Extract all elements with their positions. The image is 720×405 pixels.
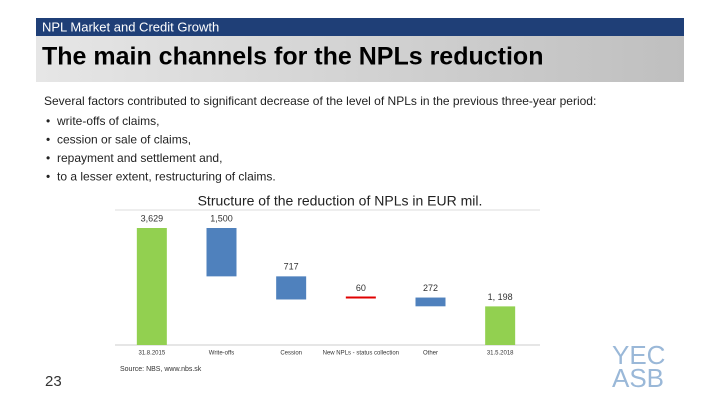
section-title: NPL Market and Credit Growth [42, 19, 219, 34]
page-number: 23 [45, 373, 62, 390]
bar [136, 228, 167, 345]
bar [415, 297, 446, 307]
x-tick-label: Cession [280, 351, 302, 357]
value-label: 717 [284, 262, 299, 272]
bullet: cession or sale of claims, [57, 133, 191, 147]
x-tick-label: 31.5.2018 [487, 351, 514, 357]
value-label: 3,629 [141, 213, 164, 223]
x-tick-label: Write-offs [209, 351, 234, 357]
value-label: 60 [356, 283, 366, 293]
value-label: 1, 198 [488, 292, 513, 302]
slide-title: The main channels for the NPLs reduction [42, 43, 543, 71]
x-tick-label: 31.8.2015 [138, 351, 165, 357]
source: Source: NBS, www.nbs.sk [120, 366, 202, 373]
bullet-dot: • [46, 151, 50, 165]
title-bar [36, 36, 684, 82]
bullet: write-offs of claims, [56, 114, 159, 128]
x-tick-label: New NPLs - status collection [323, 351, 399, 357]
value-label: 272 [423, 283, 438, 293]
bullet-dot: • [46, 114, 50, 128]
bar [206, 228, 237, 277]
chart-title: Structure of the reduction of NPLs in EU… [198, 193, 483, 209]
bar [276, 276, 307, 300]
bullet: to a lesser extent, restructuring of cla… [57, 170, 276, 184]
bullet-dot: • [46, 133, 50, 147]
value-label: 1,500 [210, 213, 233, 223]
bar [485, 306, 516, 345]
section-bar [36, 18, 684, 36]
x-tick-label: Other [423, 351, 438, 357]
logo-top: YEC [612, 340, 665, 370]
bullet-dot: • [46, 170, 50, 184]
bullet: repayment and settlement and, [57, 151, 222, 165]
logo-bottom: ASB [612, 363, 664, 393]
intro: Several factors contributed to significa… [44, 94, 596, 108]
